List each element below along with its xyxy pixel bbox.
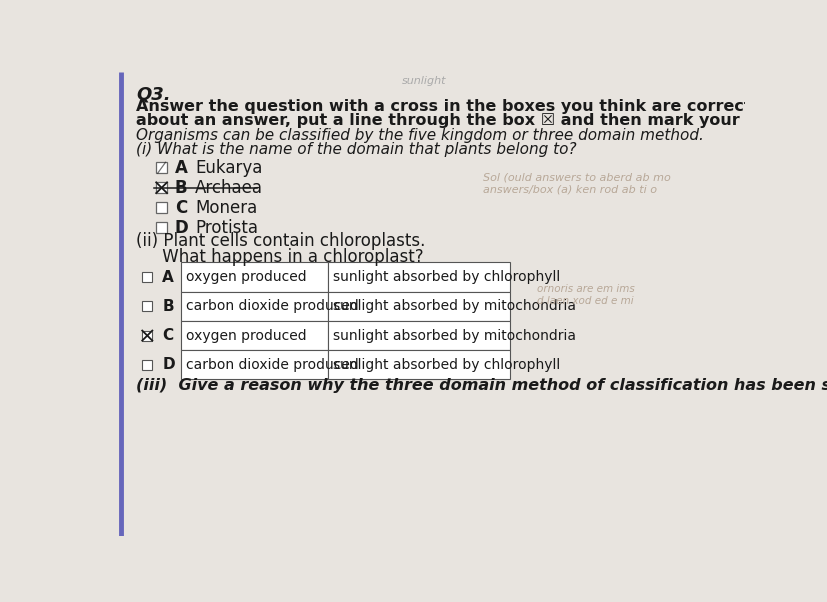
Bar <box>142 360 152 370</box>
Text: Sol (ould answers to aberd ab mo: Sol (ould answers to aberd ab mo <box>483 173 670 183</box>
Text: D: D <box>174 219 189 237</box>
Text: What happens in a chloroplast?: What happens in a chloroplast? <box>136 248 423 266</box>
Bar <box>156 222 167 233</box>
Text: sunlight absorbed by chlorophyll: sunlight absorbed by chlorophyll <box>332 358 560 372</box>
Bar <box>181 262 327 292</box>
Text: ornoris are em ims: ornoris are em ims <box>537 284 634 294</box>
Text: C: C <box>162 328 174 343</box>
Text: Organisms can be classified by the five kingdom or three domain method.: Organisms can be classified by the five … <box>136 128 703 143</box>
Text: Eukarya: Eukarya <box>194 159 262 177</box>
Text: sunlight: sunlight <box>402 76 446 86</box>
Text: carbon dioxide produced: carbon dioxide produced <box>185 358 358 372</box>
Text: answers/box (a) ken rod ab ti o: answers/box (a) ken rod ab ti o <box>483 184 657 194</box>
Text: sunlight absorbed by chlorophyll: sunlight absorbed by chlorophyll <box>332 270 560 284</box>
Bar <box>142 330 152 341</box>
Bar <box>327 321 509 350</box>
Text: (ii) Plant cells contain chloroplasts.: (ii) Plant cells contain chloroplasts. <box>136 232 425 250</box>
Text: Protista: Protista <box>194 219 258 237</box>
Text: (iii)  Give a reason why the three domain method of classification has been sugg: (iii) Give a reason why the three domain… <box>136 378 827 393</box>
Text: (i) What is the name of the domain that plants belong to?: (i) What is the name of the domain that … <box>136 142 576 157</box>
Text: carbon dioxide produced: carbon dioxide produced <box>185 299 358 313</box>
Text: oxygen produced: oxygen produced <box>185 329 306 343</box>
Text: Archaea: Archaea <box>194 179 263 197</box>
Text: A: A <box>162 270 174 285</box>
Text: Answer the question with a cross in the boxes you think are correct ☒. If you ch: Answer the question with a cross in the … <box>136 99 827 114</box>
Text: D: D <box>162 358 174 373</box>
Text: sunlight absorbed by mitochondria: sunlight absorbed by mitochondria <box>332 329 576 343</box>
Text: d laen xod ed e mi: d laen xod ed e mi <box>537 296 633 306</box>
Text: about an answer, put a line through the box ☒ and then mark your new answer wit: about an answer, put a line through the … <box>136 113 827 128</box>
Bar <box>327 292 509 321</box>
Bar <box>156 182 167 193</box>
Text: B: B <box>162 299 174 314</box>
Bar <box>327 350 509 379</box>
Bar <box>327 262 509 292</box>
Text: Monera: Monera <box>194 199 257 217</box>
Bar <box>181 292 327 321</box>
Bar <box>181 350 327 379</box>
Bar <box>142 302 152 311</box>
Text: oxygen produced: oxygen produced <box>185 270 306 284</box>
Text: A: A <box>174 159 188 177</box>
Text: sunlight absorbed by mitochondria: sunlight absorbed by mitochondria <box>332 299 576 313</box>
Text: B: B <box>174 179 187 197</box>
Text: C: C <box>174 199 187 217</box>
Bar <box>142 272 152 282</box>
Bar <box>181 321 327 350</box>
Bar <box>156 202 167 213</box>
Bar <box>156 163 167 173</box>
Text: Q3.: Q3. <box>136 85 170 104</box>
